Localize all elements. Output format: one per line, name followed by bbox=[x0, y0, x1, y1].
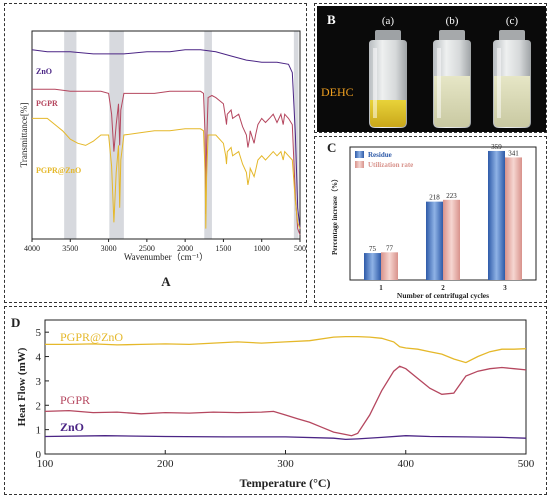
panel-d-dsc: D 100 200 300 400 500 0 1 2 3 4 5 Heat Flow (mW) T… bbox=[4, 306, 547, 495]
panel-b-letter: B bbox=[327, 12, 336, 27]
vial-b bbox=[433, 30, 471, 128]
ftir-shaded-band-0 bbox=[64, 31, 77, 239]
dsc-label-pgpr: PGPR bbox=[60, 393, 90, 407]
dsc-ytick-label: 0 bbox=[36, 449, 42, 461]
bar-value-label: 75 bbox=[369, 245, 377, 253]
ftir-chart: 4000 3500 3000 2500 2000 1500 1000 500 Transmit… bbox=[19, 30, 306, 289]
vial-label-b: (b) bbox=[446, 15, 459, 27]
dsc-label-zno: ZnO bbox=[60, 420, 84, 434]
panel-c-letter: C bbox=[327, 140, 336, 155]
bar-residue-2 bbox=[426, 201, 443, 280]
vial-label-a: (a) bbox=[382, 15, 395, 27]
dsc-ytick-label: 3 bbox=[36, 376, 42, 388]
bar-value-label: 218 bbox=[429, 194, 440, 202]
dsc-line-pgpr-zno bbox=[45, 335, 527, 364]
bar-value-label: 223 bbox=[446, 192, 457, 200]
ftir-shaded-band-1 bbox=[109, 31, 124, 239]
bar-category-label: 3 bbox=[503, 284, 507, 292]
ftir-ylabel: Transmittance[%] bbox=[19, 103, 29, 168]
dsc-line-pgpr bbox=[44, 365, 527, 437]
dsc-ytick-label: 1 bbox=[36, 425, 42, 437]
ftir-label-pgpr-zno: PGPR@ZnO bbox=[36, 166, 81, 175]
dsc-chart: D 100 200 300 400 500 0 1 2 3 4 5 Heat Flow (mW) T… bbox=[11, 315, 535, 490]
dsc-xtick-label: 200 bbox=[157, 458, 174, 470]
ftir-shaded-band-3 bbox=[293, 31, 299, 239]
ftir-xtick-label: 3500 bbox=[62, 244, 78, 253]
bar-utilization-1 bbox=[381, 252, 398, 280]
dsc-ytick-label: 2 bbox=[36, 400, 42, 412]
ftir-xtick-label: 1500 bbox=[215, 244, 231, 253]
panel-a-ftir: 4000 3500 3000 2500 2000 1500 1000 500 Transmit… bbox=[4, 3, 307, 303]
ftir-line-pgpr-zno bbox=[32, 117, 301, 229]
vial-label-c: (c) bbox=[506, 15, 519, 27]
legend-swatch-residue bbox=[355, 151, 364, 158]
vial-c bbox=[493, 30, 531, 128]
bar-residue-3 bbox=[488, 150, 505, 280]
ftir-xtick-label: 3000 bbox=[101, 244, 117, 253]
legend-residue: Residue bbox=[368, 151, 392, 159]
ftir-plot-frame bbox=[31, 30, 301, 240]
dsc-xlabel: Temperature (°C) bbox=[239, 476, 330, 490]
liquid-label-dehc: DEHC bbox=[321, 85, 354, 99]
bar-utilization-3 bbox=[505, 157, 522, 280]
vial-a bbox=[369, 30, 407, 128]
legend-swatch-utilization bbox=[355, 161, 364, 168]
dsc-xtick-label: 300 bbox=[277, 458, 294, 470]
dsc-ytick-label: 4 bbox=[36, 352, 42, 364]
bar-ylabel: Percentage increase（%） bbox=[331, 175, 339, 255]
bar-residue-1 bbox=[364, 253, 381, 280]
ftir-xtick-label: 2500 bbox=[139, 244, 155, 253]
ftir-xtick-label: 500 bbox=[294, 244, 306, 253]
ftir-xlabel: Wavenumber（cm⁻¹） bbox=[124, 252, 208, 262]
bar-value-label: 341 bbox=[508, 149, 519, 157]
bar-value-label: 359 bbox=[491, 143, 502, 151]
dsc-ylabel: Heat Flow (mW) bbox=[16, 347, 28, 426]
dsc-ytick-label: 5 bbox=[36, 327, 42, 339]
dsc-label-pgpr-zno: PGPR@ZnO bbox=[60, 330, 123, 344]
dsc-xtick-label: 500 bbox=[518, 458, 535, 470]
bar-category-label: 1 bbox=[379, 284, 383, 292]
ftir-label-zno: ZnO bbox=[36, 67, 52, 76]
bar-xlabel: Number of centrifugal cycles bbox=[397, 291, 489, 300]
ftir-line-zno bbox=[31, 49, 301, 229]
panel-d-letter: D bbox=[11, 315, 20, 330]
bar-value-label: 77 bbox=[386, 244, 394, 252]
dsc-line-zno bbox=[44, 435, 527, 441]
dsc-xtick-label: 400 bbox=[398, 458, 415, 470]
bar-chart: C 75 77 218 223 359 341 1 2 3 Residue Utilizati… bbox=[327, 140, 537, 300]
bar-category-label: 2 bbox=[441, 284, 445, 292]
ftir-xtick-label: 2000 bbox=[177, 244, 193, 253]
dsc-xtick-label: 100 bbox=[37, 458, 54, 470]
panel-c-bars: C 75 77 218 223 359 341 1 2 3 Residue Utilizati… bbox=[314, 136, 547, 303]
panel-a-letter: A bbox=[161, 274, 171, 289]
bar-utilization-2 bbox=[443, 199, 460, 280]
vials-photo: B (a) (b) (c) DEHC bbox=[317, 6, 546, 132]
ftir-label-pgpr: PGPR bbox=[36, 99, 58, 108]
ftir-xtick-label: 4000 bbox=[24, 244, 40, 253]
panel-b-photo: B (a) (b) (c) DEHC bbox=[314, 3, 547, 133]
ftir-line-pgpr bbox=[32, 88, 301, 235]
ftir-xtick-label: 1000 bbox=[254, 244, 270, 253]
legend-utilization: Utilization rate bbox=[368, 161, 413, 169]
